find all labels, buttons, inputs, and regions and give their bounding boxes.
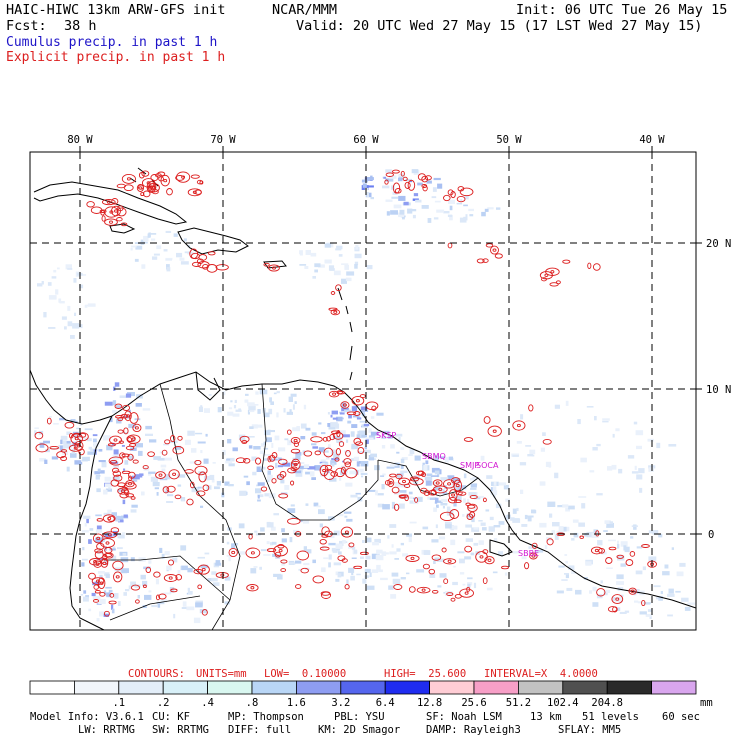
model-info-version: Model Info: V3.6.1: [30, 711, 144, 723]
model-info-lw: LW: RRTMG: [78, 724, 135, 736]
lon-label-60w: 60 W: [353, 134, 379, 146]
model-info-cu: CU: KF: [152, 711, 190, 723]
contours-interval: INTERVAL=X 4.0000: [484, 668, 598, 680]
colorbar-swatch: [518, 680, 564, 695]
model-info-mp: MP: Thompson: [228, 711, 304, 723]
station-label-sksp: SKSP: [376, 431, 396, 440]
legend-cumulus: Cumulus precip. in past 1 h: [6, 35, 218, 50]
colorbar-tick-label: .2: [156, 697, 170, 709]
legend-explicit: Explicit precip. in past 1 h: [6, 50, 226, 65]
colorbar-tick-label: 51.2: [505, 697, 532, 709]
model-info-timestep: 60 sec: [662, 711, 700, 723]
colorbar-swatch: [429, 680, 475, 695]
colorbar-swatch: [562, 680, 608, 695]
contours-high: HIGH= 25.600: [384, 668, 467, 680]
model-info-res: 13 km: [530, 711, 562, 723]
lat-label-10n: 10 N: [706, 384, 731, 396]
model-title: HAIC-HIWC 13km ARW-GFS init: [6, 2, 226, 18]
cumulus-precip-shading: [34, 169, 696, 624]
lon-label-50w: 50 W: [496, 134, 522, 146]
contours-units: UNITS=mm: [196, 668, 247, 680]
map-frame: [29, 151, 697, 631]
colorbar-tick-label: 1.6: [286, 697, 306, 709]
colorbar-swatch: [74, 680, 120, 695]
lat-label-0: 0: [708, 529, 714, 541]
contours-low: LOW= 0.10000: [264, 668, 347, 680]
model-info-km: KM: 2D Smagor: [318, 724, 401, 736]
colorbar-swatch: [29, 680, 75, 695]
station-label-sbbe: SBBE: [518, 549, 539, 558]
valid-time: Valid: 20 UTC Wed 27 May 15 (17 LST Wed …: [296, 18, 703, 34]
forecast-label: Fcst:: [6, 18, 47, 34]
colorbar-tick-label: 102.4: [546, 697, 579, 709]
colorbar: [29, 680, 697, 695]
lon-label-80w: 80 W: [67, 134, 93, 146]
lon-label-40w: 40 W: [639, 134, 665, 146]
colorbar-tick-label: 3.2: [331, 697, 351, 709]
explicit-precip-contours: [34, 169, 657, 617]
colorbar-swatch: [473, 680, 519, 695]
model-info-levels: 51 levels: [582, 711, 639, 723]
colorbar-tick-label: 12.8: [416, 697, 443, 709]
axis-ticks: [79, 146, 702, 535]
colorbar-units: mm: [700, 697, 713, 709]
colorbar-swatch: [606, 680, 653, 695]
contours-label: CONTOURS:: [128, 668, 185, 680]
init-time: Init: 06 UTC Tue 26 May 15: [516, 2, 728, 18]
colorbar-swatch: [651, 680, 697, 695]
forecast-hour: 38 h: [64, 18, 97, 34]
colorbar-swatch: [207, 680, 253, 695]
colorbar-tick-label: 204.8: [591, 697, 623, 709]
colorbar-tick-label: 25.6: [461, 697, 487, 709]
lat-label-20n: 20 N: [706, 238, 731, 250]
station-label-smjp: SMJP: [460, 461, 479, 470]
model-info-pbl: PBL: YSU: [334, 711, 385, 723]
colorbar-swatch: [340, 680, 386, 695]
lat-lon-grid: [30, 152, 696, 630]
lon-label-70w: 70 W: [210, 134, 236, 146]
colorbar-tick-label: .4: [201, 697, 214, 709]
colorbar-swatch: [118, 680, 164, 695]
model-info-sw: SW: RRTMG: [152, 724, 209, 736]
org-label: NCAR/MMM: [272, 2, 338, 18]
station-label-soca: SOCA: [476, 461, 499, 470]
colorbar-swatch: [162, 680, 208, 695]
colorbar-swatch: [384, 680, 431, 695]
model-info-diff: DIFF: full: [228, 724, 292, 736]
colorbar-swatch: [295, 680, 342, 695]
colorbar-tick-label: 6.4: [375, 697, 395, 709]
model-info-sflay: SFLAY: MM5: [558, 724, 622, 736]
model-info-sf: SF: Noah LSM: [426, 711, 502, 723]
model-info-damp: DAMP: Rayleigh3: [426, 724, 521, 736]
colorbar-tick-label: .1: [112, 697, 126, 709]
colorbar-swatch: [251, 680, 297, 695]
colorbar-tick-label: .8: [245, 697, 259, 709]
station-label-sbmq: SBMQ: [422, 452, 446, 461]
